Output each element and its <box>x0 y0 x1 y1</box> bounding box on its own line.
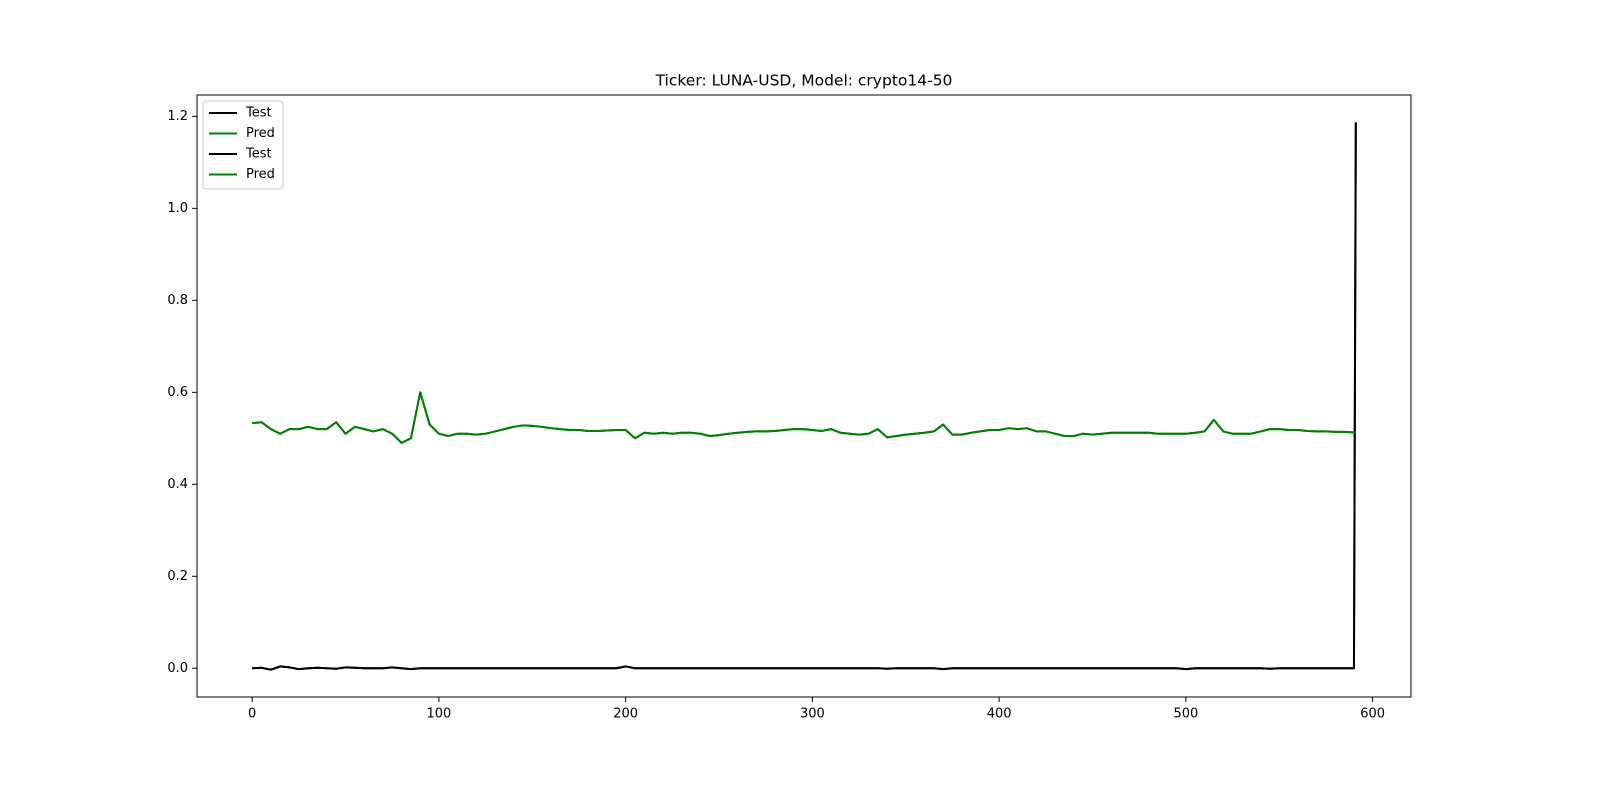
x-tick-label: 0 <box>248 707 256 722</box>
x-tick-label: 600 <box>1360 707 1385 722</box>
x-tick-label: 400 <box>987 707 1012 722</box>
x-tick-label: 500 <box>1173 707 1198 722</box>
y-tick-label: 0.8 <box>167 293 188 308</box>
legend-box <box>202 100 284 190</box>
x-tick-label: 200 <box>613 707 638 722</box>
legend-label: Test <box>245 106 272 121</box>
line-series <box>252 391 1356 444</box>
chart-title: Ticker: LUNA-USD, Model: crypto14-50 <box>655 72 953 90</box>
legend-label: Test <box>245 147 272 162</box>
legend-label: Pred <box>246 126 275 141</box>
legend-label: Pred <box>246 167 275 182</box>
y-tick-label: 1.2 <box>167 109 188 124</box>
y-tick-label: 0.2 <box>167 569 188 584</box>
legend: Test Pred Test Pred <box>202 100 284 190</box>
x-tick-label: 100 <box>427 707 452 722</box>
plot-frame <box>196 94 1412 698</box>
y-tick-label: 0.4 <box>167 477 188 492</box>
y-tick-label: 0.6 <box>167 385 188 400</box>
line-series <box>252 122 1357 671</box>
x-tick-label: 300 <box>800 707 825 722</box>
y-tick-label: 0.0 <box>167 661 188 676</box>
y-tick-label: 1.0 <box>167 201 188 216</box>
